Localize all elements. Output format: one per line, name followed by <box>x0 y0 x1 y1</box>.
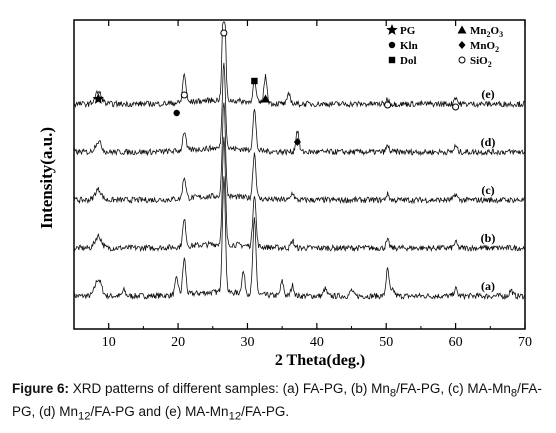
peak-marker-triangle <box>261 94 271 103</box>
legend-open-circle-icon <box>458 56 466 64</box>
legend-diamond-icon <box>458 41 466 49</box>
series-line-1 <box>73 176 525 301</box>
series-label-3: (c) <box>481 183 494 197</box>
series-label-2: (b) <box>481 231 496 245</box>
series-line-2 <box>73 136 525 253</box>
legend-item-6: SiO2 <box>470 55 492 69</box>
legend-square-icon <box>388 56 396 64</box>
caption-label: Figure 6: <box>12 381 70 396</box>
x-tick-label-50: 50 <box>379 335 393 350</box>
peak-marker-diamond <box>293 138 301 146</box>
legend: PG Mn2O3 Kln MnO2 Dol SiO2 <box>386 24 503 69</box>
x-tick-label-70: 70 <box>518 335 532 350</box>
series-line-4 <box>73 62 525 157</box>
peak-marker-star <box>92 93 104 104</box>
series-label-1: (a) <box>481 279 495 293</box>
x-tick-label-60: 60 <box>449 335 463 350</box>
legend-triangle-icon <box>457 25 467 34</box>
legend-item-5: Dol <box>400 55 417 67</box>
x-tick-label-40: 40 <box>310 335 324 350</box>
x-tick-label-30: 30 <box>240 335 254 350</box>
tick-layer: 10 20 30 40 50 60 70 <box>73 20 532 350</box>
plot-frame <box>73 19 526 330</box>
series-label-4: (d) <box>481 135 496 149</box>
x-tick-label-20: 20 <box>171 335 185 350</box>
legend-item-4: MnO2 <box>470 40 499 54</box>
series-line-5 <box>73 21 525 109</box>
peak-marker-open-circle <box>220 29 228 37</box>
peak-marker-open-circle <box>384 101 392 109</box>
x-tick-label-10: 10 <box>102 335 116 350</box>
peak-marker-open-circle <box>452 103 460 111</box>
series-line-3 <box>73 102 525 205</box>
legend-item-3: Kln <box>400 40 418 52</box>
xrd-chart: (a) (b) (c) (d) (e) 10 20 30 40 50 60 70 2 Theta(d… <box>37 19 532 369</box>
peak-marker-square <box>251 77 258 85</box>
series-label-5: (e) <box>481 87 494 101</box>
peak-marker-circle <box>173 109 180 117</box>
marker-layer <box>92 29 460 146</box>
legend-item-1: PG <box>400 25 416 37</box>
peak-marker-open-circle <box>180 91 188 99</box>
legend-circle-icon <box>388 41 396 49</box>
legend-star-icon <box>386 24 398 35</box>
legend-item-2: Mn2O3 <box>470 25 503 39</box>
x-axis-label: 2 Theta(deg.) <box>275 352 365 369</box>
series-layer: (a) (b) (c) (d) (e) <box>73 21 525 301</box>
y-axis-label: Intensity(a.u.) <box>37 127 56 229</box>
figure-caption: Figure 6: XRD patterns of different samp… <box>12 381 542 423</box>
